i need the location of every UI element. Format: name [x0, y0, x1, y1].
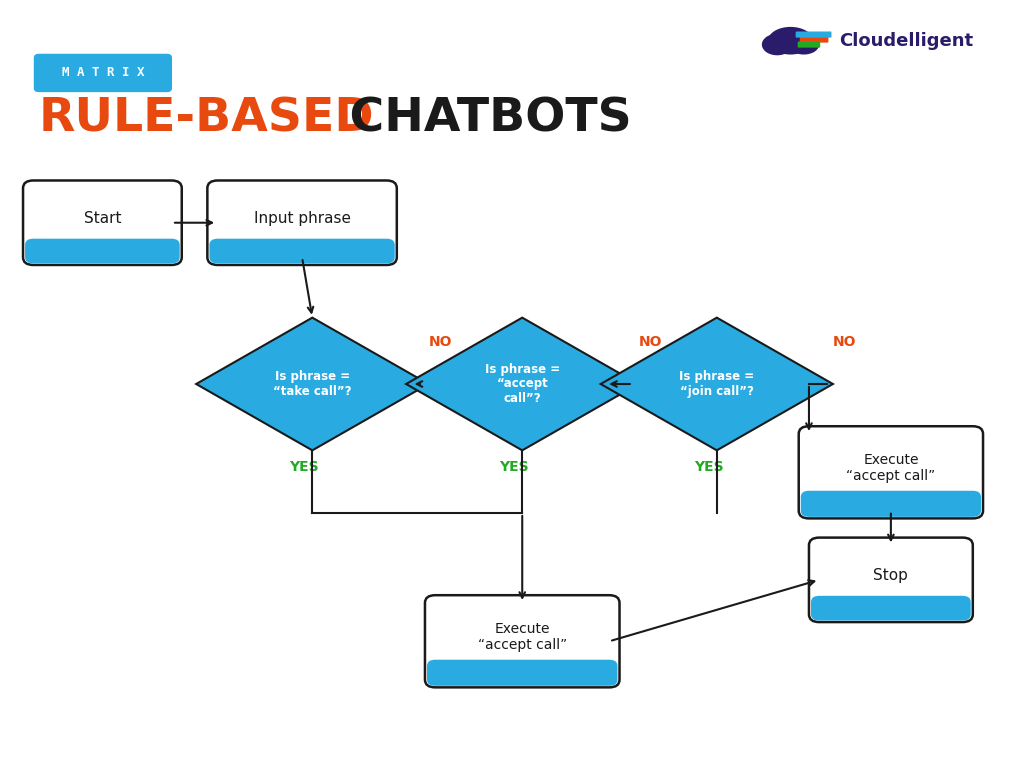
Text: M A T R I X: M A T R I X — [62, 67, 144, 79]
Text: Execute
“accept call”: Execute “accept call” — [477, 621, 567, 652]
Text: Is phrase =
“take call”?: Is phrase = “take call”? — [273, 370, 351, 398]
FancyBboxPatch shape — [207, 180, 396, 265]
FancyBboxPatch shape — [209, 239, 394, 263]
FancyBboxPatch shape — [34, 54, 172, 92]
Text: NO: NO — [834, 335, 856, 349]
FancyBboxPatch shape — [427, 660, 617, 686]
Text: Input phrase: Input phrase — [254, 211, 350, 226]
FancyBboxPatch shape — [801, 491, 981, 517]
FancyBboxPatch shape — [25, 239, 180, 263]
Text: Is phrase =
“accept
call”?: Is phrase = “accept call”? — [484, 362, 560, 406]
FancyBboxPatch shape — [425, 595, 620, 687]
FancyBboxPatch shape — [23, 180, 182, 265]
FancyBboxPatch shape — [799, 426, 983, 518]
Text: CHATBOTS: CHATBOTS — [333, 97, 632, 141]
FancyBboxPatch shape — [811, 596, 971, 621]
Text: NO: NO — [429, 335, 452, 349]
Text: YES: YES — [290, 460, 318, 474]
Text: YES: YES — [500, 460, 528, 474]
Polygon shape — [197, 318, 428, 450]
FancyBboxPatch shape — [800, 37, 828, 43]
Text: Cloudelligent: Cloudelligent — [839, 31, 973, 50]
Text: NO: NO — [639, 335, 662, 349]
Polygon shape — [407, 318, 638, 450]
Ellipse shape — [788, 35, 819, 55]
Text: Start: Start — [84, 211, 121, 226]
Polygon shape — [601, 318, 833, 450]
Text: Is phrase =
“join call”?: Is phrase = “join call”? — [679, 370, 755, 398]
Text: YES: YES — [694, 460, 723, 474]
Ellipse shape — [762, 34, 793, 55]
FancyBboxPatch shape — [798, 41, 820, 48]
FancyBboxPatch shape — [796, 31, 831, 38]
Text: RULE-BASED: RULE-BASED — [39, 97, 375, 141]
FancyBboxPatch shape — [809, 538, 973, 622]
Text: Execute
“accept call”: Execute “accept call” — [846, 452, 936, 483]
Text: Stop: Stop — [873, 568, 908, 583]
Ellipse shape — [768, 27, 813, 55]
